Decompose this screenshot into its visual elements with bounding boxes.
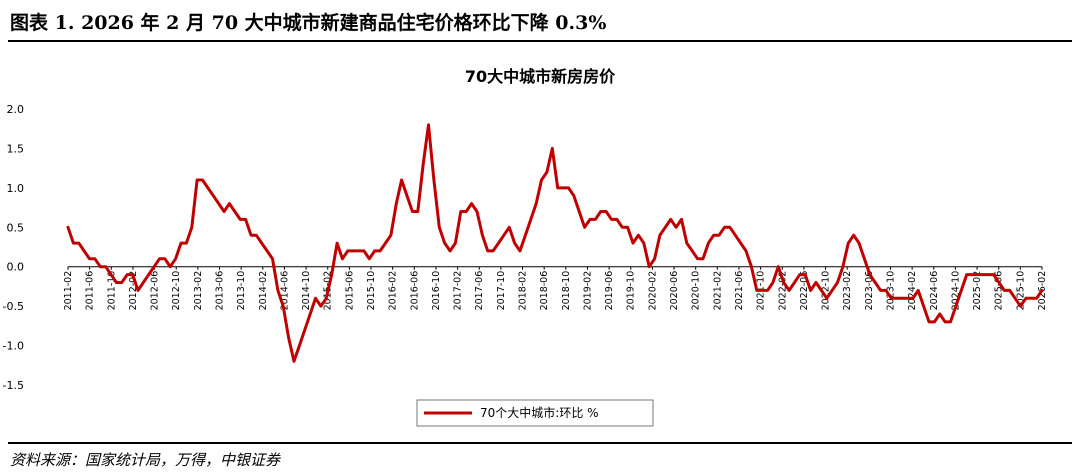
x-tick-label: 2019-10 — [626, 271, 637, 311]
x-tick-label: 2019-02 — [582, 271, 593, 311]
x-tick-label: 2024-02 — [907, 271, 918, 311]
x-tick-label: 2023-10 — [885, 271, 896, 311]
legend-label: 70个大中城市:环比 % — [480, 405, 599, 420]
x-tick-label: 2013-06 — [215, 271, 226, 311]
x-tick-label: 2025-06 — [994, 271, 1005, 311]
x-tick-label: 2016-10 — [431, 271, 442, 311]
x-tick-label: 2017-10 — [496, 271, 507, 311]
x-tick-label: 2020-06 — [669, 271, 680, 311]
x-tick-label: 2012-10 — [171, 271, 182, 311]
x-tick-label: 2012-02 — [128, 271, 139, 311]
y-tick-label: 0.0 — [7, 261, 25, 274]
x-tick-label: 2011-02 — [63, 271, 74, 311]
x-tick-label: 2015-10 — [366, 271, 377, 311]
x-tick-label: 2022-06 — [799, 271, 810, 311]
x-axis: 2011-02 2011-06 2011-10 2012-02 2012-06 2012-… — [63, 266, 1048, 311]
x-tick-label: 2016-02 — [388, 271, 399, 311]
x-tick-label: 2011-10 — [106, 271, 117, 311]
top-rule — [8, 40, 1072, 42]
x-tick-label: 2021-02 — [712, 271, 723, 311]
x-tick-label: 2015-06 — [344, 271, 355, 311]
x-tick-label: 2024-06 — [929, 271, 940, 311]
series-layer — [66, 123, 1044, 363]
x-tick-label: 2021-06 — [734, 271, 745, 311]
x-tick-label: 2024-10 — [950, 271, 961, 311]
source-note: 资料来源：国家统计局，万得，中银证券 — [10, 451, 281, 469]
x-tick-label: 2013-02 — [193, 271, 204, 311]
x-tick-label: 2017-02 — [453, 271, 464, 311]
y-tick-label: -1.5 — [3, 379, 24, 392]
figure-title: 图表 1. 2026 年 2 月 70 大中城市新建商品住宅价格环比下降 0.3… — [10, 12, 607, 34]
y-tick-label: 1.5 — [7, 142, 25, 155]
x-tick-label: 2014-02 — [258, 271, 269, 311]
x-tick-label: 2018-10 — [561, 271, 572, 311]
x-tick-label: 2014-10 — [301, 271, 312, 311]
series-line-0 — [66, 123, 1044, 363]
x-tick-label: 2023-02 — [842, 271, 853, 311]
x-tick-label: 2025-02 — [972, 271, 983, 311]
x-tick-label: 2018-06 — [539, 271, 550, 311]
y-tick-label: 1.0 — [7, 182, 25, 195]
x-tick-label: 2020-02 — [647, 271, 658, 311]
x-tick-label: 2018-02 — [518, 271, 529, 311]
x-tick-label: 2011-06 — [85, 271, 96, 311]
x-tick-label: 2014-06 — [279, 271, 290, 311]
x-tick-label: 2019-06 — [604, 271, 615, 311]
y-axis: 2.0 1.5 1.0 0.5 0.0 -0.5 -1.0 -1.5 — [3, 103, 24, 392]
x-tick-label: 2013-10 — [236, 271, 247, 311]
y-tick-label: -0.5 — [3, 300, 24, 313]
x-tick-label: 2012-06 — [150, 271, 161, 311]
bottom-rule — [8, 442, 1072, 444]
chart-title: 70大中城市新房房价 — [465, 67, 616, 86]
y-tick-label: 2.0 — [7, 103, 25, 116]
x-tick-label: 2025-10 — [1015, 271, 1026, 311]
x-tick-label: 2023-06 — [864, 271, 875, 311]
legend: 70个大中城市:环比 % — [416, 399, 654, 427]
x-tick-label: 2020-10 — [691, 271, 702, 311]
x-tick-label: 2017-06 — [474, 271, 485, 311]
x-tick-label: 2022-10 — [821, 271, 832, 311]
x-tick-label: 2022-02 — [777, 271, 788, 311]
x-tick-label: 2016-06 — [409, 271, 420, 311]
y-tick-label: 0.5 — [7, 221, 25, 234]
y-tick-label: -1.0 — [3, 340, 24, 353]
